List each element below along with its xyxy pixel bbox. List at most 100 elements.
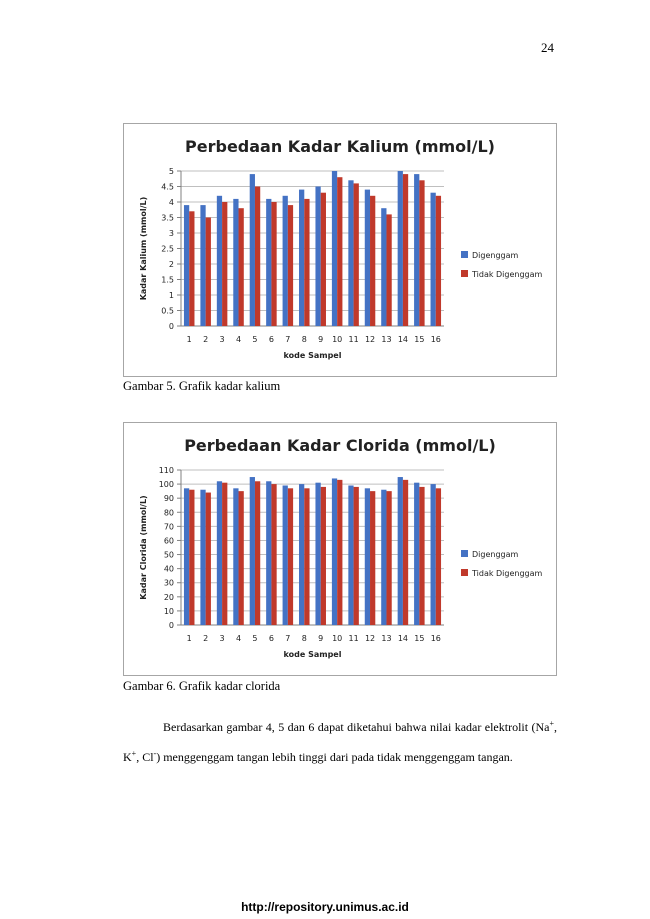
clorida-bar-digenggam <box>348 485 354 625</box>
kalium-bar-tidak-digenggam <box>205 217 211 326</box>
clorida-bar-digenggam <box>183 488 190 625</box>
clorida-bar-tidak-digenggam <box>254 481 261 625</box>
kalium-bar-tidak-digenggam <box>222 202 228 326</box>
clorida-y-tick-label: 50 <box>164 551 174 560</box>
kalium-x-tick-label: 16 <box>431 335 441 344</box>
kalium-bar-tidak-digenggam <box>337 177 343 326</box>
footer-url[interactable]: http://repository.unimus.ac.id <box>241 900 409 914</box>
figure-caption-kalium: Gambar 5. Grafik kadar kalium <box>123 379 281 393</box>
clorida-x-tick-label: 3 <box>220 634 225 643</box>
kalium-bar-digenggam <box>216 195 223 326</box>
clorida-legend-swatch <box>461 569 468 576</box>
clorida-bar-tidak-digenggam <box>419 486 425 625</box>
clorida-bar-tidak-digenggam <box>222 482 228 625</box>
clorida-y-tick-label: 30 <box>164 579 174 588</box>
paragraph-text-4: ) menggenggam tangan lebih tinggi dari p… <box>156 750 513 764</box>
paragraph-text-3: , Cl <box>136 750 154 764</box>
kalium-y-tick-label: 1 <box>169 291 174 300</box>
clorida-bar-digenggam <box>381 489 387 625</box>
clorida-bar-digenggam <box>233 488 239 625</box>
clorida-bar-digenggam <box>216 481 223 625</box>
kalium-bar-digenggam <box>249 174 255 326</box>
kalium-bar-tidak-digenggam <box>189 211 195 326</box>
clorida-bar-digenggam <box>414 482 420 625</box>
kalium-y-tick-label: 0.5 <box>161 307 174 316</box>
clorida-x-axis-label: kode Sampel <box>284 650 342 659</box>
clorida-y-tick-label: 100 <box>159 480 174 489</box>
clorida-y-tick-label: 80 <box>164 508 174 517</box>
clorida-y-axis-label: Kadar Clorida (mmol/L) <box>139 495 148 599</box>
clorida-x-tick-label: 14 <box>398 634 408 643</box>
clorida-bar-tidak-digenggam <box>205 492 211 625</box>
kalium-x-tick-label: 8 <box>302 335 307 344</box>
clorida-x-tick-label: 16 <box>431 634 441 643</box>
clorida-bar-digenggam <box>430 484 436 625</box>
clorida-x-tick-label: 11 <box>349 634 359 643</box>
kalium-chart-svg: Perbedaan Kadar Kalium (mmol/L) 0 0.5 1 1.5 2… <box>139 137 543 360</box>
clorida-y-tick-label: 10 <box>164 607 174 616</box>
clorida-bar-tidak-digenggam <box>189 489 195 625</box>
kalium-bar-digenggam <box>381 208 387 326</box>
kalium-x-tick-label: 2 <box>203 335 208 344</box>
kalium-bar-digenggam <box>414 174 420 326</box>
kalium-x-axis-label: kode Sampel <box>284 351 342 360</box>
kalium-x-tick-label: 12 <box>365 335 375 344</box>
clorida-x-tick-label: 7 <box>285 634 290 643</box>
kalium-x-tick-label: 7 <box>285 335 290 344</box>
kalium-x-tick-label: 1 <box>187 335 192 344</box>
clorida-x-tick-label: 9 <box>318 634 323 643</box>
kalium-x-tick-label: 3 <box>220 335 225 344</box>
kalium-y-tick-label: 5 <box>169 167 174 176</box>
clorida-bar-tidak-digenggam <box>435 488 442 625</box>
kalium-bar-digenggam <box>397 171 403 326</box>
clorida-bar-tidak-digenggam <box>337 479 343 625</box>
kalium-bar-tidak-digenggam <box>238 208 244 326</box>
clorida-bar-digenggam <box>282 485 288 625</box>
clorida-x-tick-label: 13 <box>381 634 391 643</box>
clorida-y-tick-label: 110 <box>159 466 174 475</box>
clorida-x-tick-label: 4 <box>236 634 241 643</box>
kalium-x-tick-label: 6 <box>269 335 274 344</box>
clorida-x-tick-label: 6 <box>269 634 274 643</box>
clorida-bar-digenggam <box>299 484 305 625</box>
clorida-bar-tidak-digenggam <box>353 486 359 625</box>
kalium-legend-swatch <box>461 251 468 258</box>
kalium-legend-label: Tidak Digenggam <box>471 270 543 279</box>
kalium-bar-tidak-digenggam <box>402 174 409 326</box>
kalium-y-tick-label: 2.5 <box>161 245 174 254</box>
kalium-bar-tidak-digenggam <box>320 192 326 326</box>
clorida-bar-tidak-digenggam <box>271 484 277 625</box>
kalium-bar-digenggam <box>331 171 338 326</box>
clorida-bar-tidak-digenggam <box>386 491 392 625</box>
superscript-na: + <box>549 719 554 728</box>
clorida-y-tick-label: 60 <box>164 536 174 545</box>
kalium-y-tick-label: 4.5 <box>161 183 174 192</box>
kalium-x-tick-label: 11 <box>349 335 359 344</box>
kalium-y-tick-label: 2 <box>169 260 174 269</box>
kalium-x-tick-label: 15 <box>414 335 424 344</box>
body-paragraph: Berdasarkan gambar 4, 5 dan 6 dapat dike… <box>123 712 557 772</box>
kalium-bar-tidak-digenggam <box>304 198 310 326</box>
clorida-x-tick-label: 1 <box>187 634 192 643</box>
kalium-bar-digenggam <box>282 195 288 326</box>
kalium-y-tick-label: 4 <box>169 198 174 207</box>
kalium-bar-tidak-digenggam <box>370 195 376 326</box>
clorida-chart: Perbedaan Kadar Clorida (mmol/L) 0 10 20 30 4… <box>123 422 557 676</box>
kalium-bar-tidak-digenggam <box>271 202 277 326</box>
kalium-bar-tidak-digenggam <box>287 205 294 326</box>
kalium-bar-digenggam <box>200 205 206 326</box>
clorida-chart-svg: Perbedaan Kadar Clorida (mmol/L) 0 10 20 30 4… <box>139 436 543 659</box>
kalium-legend-swatch <box>461 270 468 277</box>
clorida-legend-label: Digenggam <box>472 550 519 559</box>
clorida-bar-tidak-digenggam <box>320 486 326 625</box>
clorida-bar-tidak-digenggam <box>287 488 294 625</box>
paragraph-text-1: Berdasarkan gambar 4, 5 dan 6 dapat dike… <box>163 720 550 734</box>
kalium-legend-label: Digenggam <box>472 251 519 260</box>
kalium-x-tick-label: 13 <box>381 335 391 344</box>
kalium-x-tick-label: 5 <box>252 335 257 344</box>
kalium-bar-digenggam <box>315 186 321 326</box>
figure-caption-clorida: Gambar 6. Grafik kadar clorida <box>123 679 281 693</box>
paragraph-text-2: , K <box>123 720 557 764</box>
clorida-bar-digenggam <box>315 482 321 625</box>
kalium-bar-digenggam <box>233 198 239 326</box>
